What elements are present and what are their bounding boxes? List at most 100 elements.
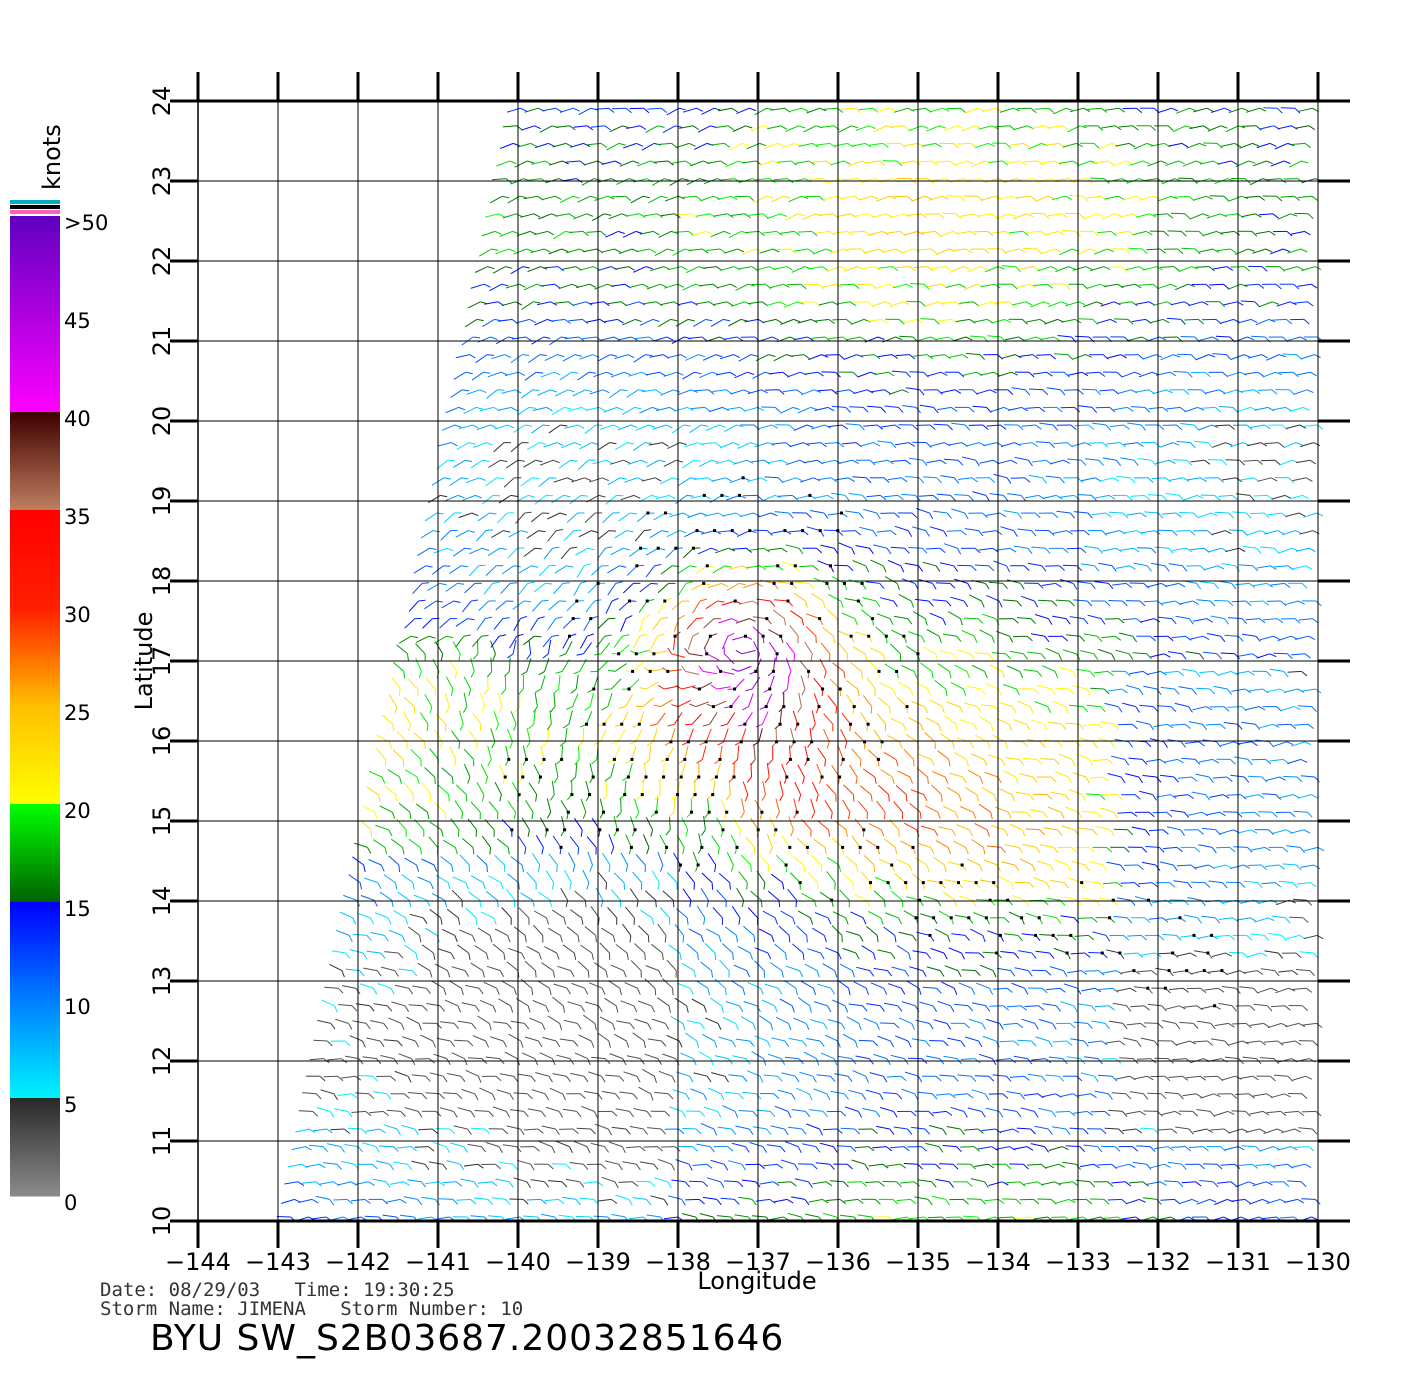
- wind-barb: [1045, 970, 1052, 976]
- wind-vector: [1273, 1074, 1289, 1077]
- wind-vector: [824, 1034, 838, 1042]
- wind-barb: [745, 688, 753, 692]
- wind-vector: [855, 545, 870, 549]
- wind-barb: [1264, 935, 1270, 941]
- wind-vector: [1201, 915, 1216, 919]
- wind-barb: [608, 1040, 611, 1048]
- wind-barb: [444, 812, 447, 820]
- colorbar-band: [10, 924, 60, 927]
- colorbar-band: [10, 374, 60, 377]
- wind-barb: [312, 1111, 319, 1117]
- wind-vector: [904, 822, 917, 831]
- colorbar-band: [10, 1128, 60, 1131]
- wind-vector: [562, 635, 570, 649]
- wind-vector: [880, 769, 893, 778]
- wind-vector: [439, 618, 451, 629]
- wind-barb: [587, 1058, 591, 1066]
- wind-barb: [791, 1093, 796, 1100]
- rain-flag: [711, 705, 715, 709]
- colorbar-label: 0: [64, 1191, 77, 1215]
- wind-barb: [1234, 565, 1240, 572]
- wind-vector: [523, 1128, 538, 1131]
- wind-vector: [971, 1089, 986, 1095]
- wind-vector: [635, 854, 646, 866]
- wind-barb: [928, 600, 934, 607]
- wind-barb: [893, 1111, 898, 1118]
- wind-vector: [664, 1216, 679, 1220]
- wind-vector: [553, 583, 564, 595]
- wind-barb: [931, 1181, 937, 1188]
- wind-barb: [1038, 1005, 1045, 1011]
- rain-flag: [880, 740, 884, 744]
- wind-vector: [1247, 952, 1261, 958]
- wind-barb: [973, 636, 978, 643]
- wind-barb: [1037, 671, 1043, 678]
- wind-vector: [1256, 653, 1271, 659]
- wind-vector: [1280, 706, 1295, 712]
- wind-vector: [463, 676, 472, 690]
- wind-barb: [414, 1128, 419, 1136]
- colorbar-band: [10, 902, 60, 905]
- wind-vector: [617, 729, 626, 743]
- wind-vector: [1118, 723, 1133, 726]
- wind-barb: [1167, 723, 1174, 729]
- wind-vector: [500, 583, 511, 595]
- wind-barb: [451, 864, 454, 872]
- colorbar-label: 25: [64, 701, 91, 725]
- rain-flag: [598, 828, 602, 832]
- wind-barb: [454, 671, 458, 679]
- wind-barb: [429, 970, 433, 978]
- wind-barb: [608, 669, 616, 672]
- colorbar-band: [10, 1108, 60, 1111]
- colorbar-band: [10, 422, 60, 425]
- wind-barb: [692, 1058, 697, 1066]
- wind-vector: [781, 835, 791, 848]
- wind-barb: [556, 864, 558, 873]
- colorbar-band: [10, 298, 60, 301]
- wind-vector: [700, 888, 709, 901]
- wind-barb: [1241, 706, 1248, 712]
- wind-vector: [672, 1089, 687, 1095]
- wind-barb: [626, 952, 629, 960]
- wind-barb: [1190, 952, 1197, 957]
- wind-vector: [874, 876, 889, 884]
- wind-barb: [527, 581, 535, 584]
- wind-barb: [1133, 547, 1140, 553]
- wind-vector: [424, 767, 436, 778]
- wind-barb: [936, 987, 942, 994]
- wind-vector: [738, 1110, 753, 1112]
- wind-vector: [1094, 581, 1109, 584]
- wind-barb: [1149, 723, 1155, 731]
- wind-barb: [1245, 1023, 1252, 1029]
- wind-barb: [682, 847, 685, 855]
- wind-barb: [861, 1093, 867, 1100]
- wind-vector: [549, 710, 552, 725]
- wind-vector: [717, 1126, 732, 1130]
- wind-barb: [433, 952, 436, 960]
- colorbar-band: [10, 458, 60, 461]
- wind-barb: [1069, 600, 1075, 607]
- wind-vector: [1207, 547, 1222, 553]
- wind-barb: [873, 864, 876, 873]
- wind-barb: [1224, 1040, 1230, 1047]
- wind-vector: [1008, 911, 1022, 919]
- wind-barb: [534, 1058, 539, 1066]
- colorbar-band: [10, 476, 60, 479]
- wind-vector: [914, 857, 928, 866]
- wind-barb: [1298, 600, 1305, 605]
- wind-vector: [1100, 721, 1115, 725]
- wind-barb: [879, 1005, 885, 1012]
- wind-barb: [1183, 811, 1190, 818]
- wind-vector: [807, 948, 821, 954]
- colorbar-band: [10, 516, 60, 519]
- colorbar-band: [10, 714, 60, 717]
- rain-flag: [863, 740, 866, 744]
- wind-vector: [624, 982, 638, 989]
- wind-barb: [1279, 776, 1286, 781]
- wind-barb: [607, 1128, 612, 1136]
- wind-barb: [785, 952, 787, 960]
- wind-vector: [609, 1053, 623, 1060]
- wind-vector: [738, 1196, 753, 1200]
- colorbar-band: [10, 412, 60, 415]
- colorbar-band: [10, 566, 60, 569]
